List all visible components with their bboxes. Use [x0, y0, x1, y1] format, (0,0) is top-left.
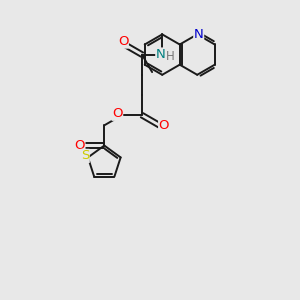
- Text: N: N: [194, 28, 204, 41]
- Text: O: O: [118, 35, 128, 48]
- Text: N: N: [156, 48, 166, 61]
- Text: H: H: [166, 50, 175, 63]
- Text: O: O: [74, 139, 85, 152]
- Text: S: S: [81, 149, 89, 162]
- Text: O: O: [112, 107, 123, 120]
- Text: O: O: [159, 119, 169, 132]
